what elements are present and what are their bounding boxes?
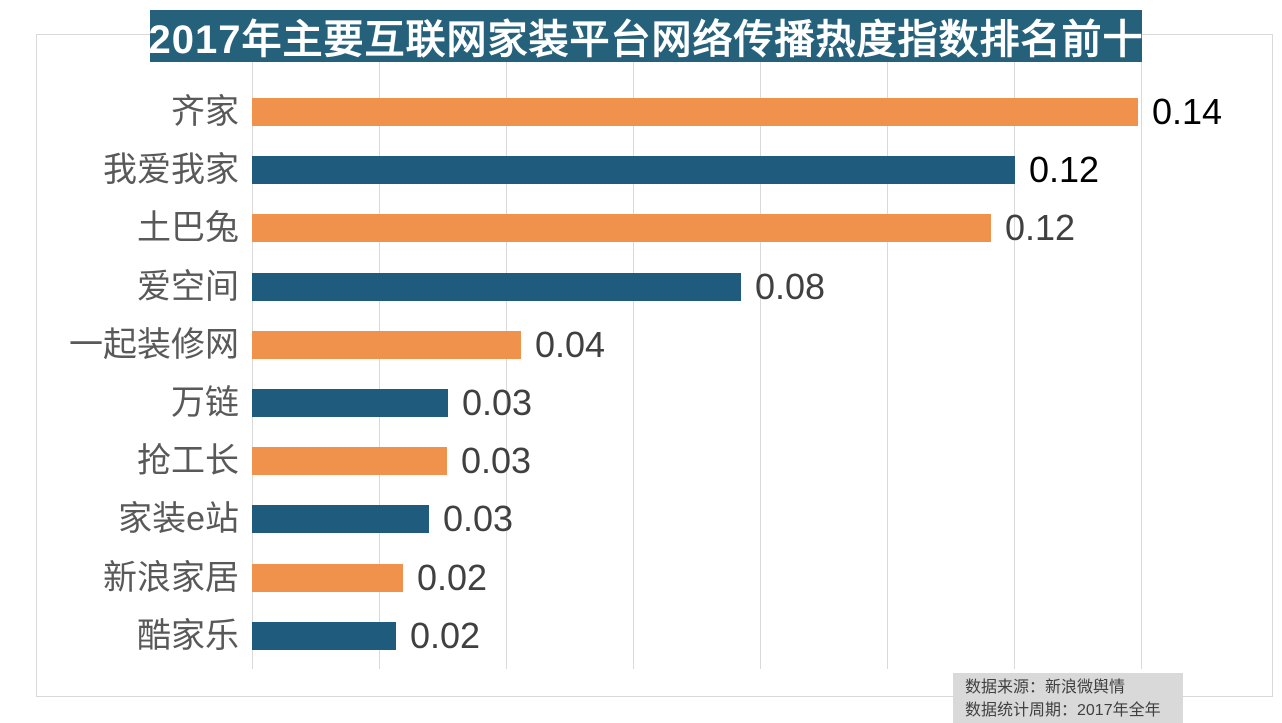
- gridline: [1014, 35, 1015, 669]
- source-note-line1: 数据来源：新浪微舆情: [965, 679, 1126, 696]
- value-label: 0.03: [462, 382, 533, 423]
- value-label: 0.02: [417, 556, 488, 598]
- category-label: 万链: [171, 384, 239, 422]
- bar: [252, 214, 991, 243]
- value-label: 0.03: [461, 440, 532, 482]
- category-label: 家装e站: [118, 500, 239, 539]
- bar: [252, 447, 447, 476]
- value-label: 0.04: [535, 323, 606, 365]
- bar: [252, 330, 521, 359]
- gridline: [760, 35, 761, 669]
- source-note-line2: 数据统计周期：2017年全年: [965, 702, 1161, 719]
- gridline: [887, 35, 888, 669]
- bar: [252, 505, 429, 534]
- bar: [252, 272, 741, 301]
- value-label: 0.14: [1152, 91, 1223, 132]
- value-label: 0.02: [410, 614, 481, 656]
- chart-title: 2017年主要互联网家装平台网络传播热度指数排名前十: [149, 10, 1143, 62]
- bar: [252, 563, 403, 592]
- category-label: 齐家: [171, 93, 239, 131]
- category-label: 新浪家居: [103, 558, 239, 597]
- gridline: [633, 35, 634, 669]
- value-label: 0.08: [755, 265, 826, 307]
- plot-area: 齐家 0.14 我爱我家 0.12 土巴兔 0.12 爱空间 0.08 一起装修网 0.04 万链 0…: [36, 34, 1273, 697]
- bar: [252, 98, 1138, 126]
- category-label: 一起装修网: [69, 325, 239, 364]
- gridline: [1141, 35, 1142, 669]
- value-label: 0.03: [443, 498, 514, 540]
- value-label: 0.12: [1005, 207, 1076, 249]
- category-label: 抢工长: [137, 442, 239, 481]
- category-label: 土巴兔: [137, 209, 239, 248]
- value-label: 0.12: [1029, 149, 1100, 191]
- category-label: 我爱我家: [103, 151, 239, 190]
- bar: [252, 389, 448, 417]
- bar: [252, 621, 396, 650]
- source-note: 数据来源：新浪微舆情 数据统计周期：2017年全年: [953, 673, 1183, 723]
- category-label: 爱空间: [137, 267, 239, 306]
- category-label: 酷家乐: [137, 616, 239, 655]
- bar: [252, 156, 1015, 185]
